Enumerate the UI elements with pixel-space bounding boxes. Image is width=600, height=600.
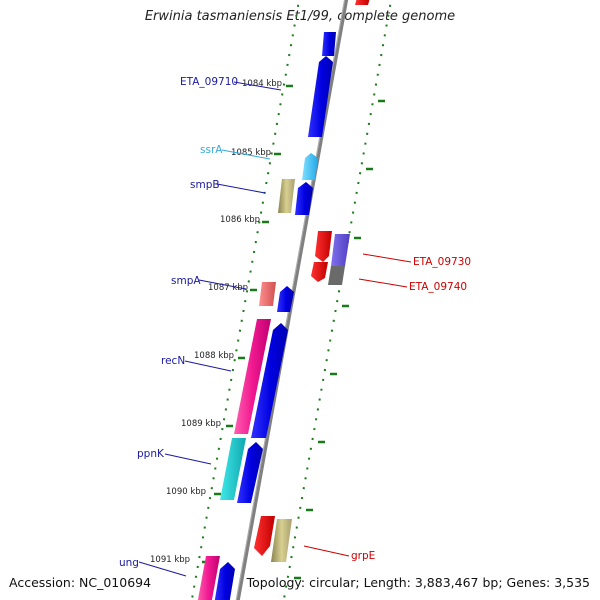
gene-arrow-eta09730-lower — [311, 262, 328, 282]
gene-arrow-smpa — [277, 286, 294, 312]
gene-label-smpa[interactable]: smpA — [171, 275, 201, 287]
gene-arrow-smpb-partner — [278, 179, 295, 213]
map-title: Erwinia tasmaniensis Et1/99, complete ge… — [144, 9, 456, 24]
scale-label: 1088 kbp — [194, 351, 234, 361]
gene-label-recn[interactable]: recN — [161, 355, 185, 367]
gene-arrow-grpe-partner — [271, 519, 292, 562]
accession-text: Accession: NC_010694 — [9, 575, 152, 590]
gene-arrow-recn-blue — [251, 323, 288, 438]
scale-ticks — [202, 84, 293, 564]
scale-label: 1090 kbp — [166, 487, 206, 497]
scale-label: 1091 kbp — [150, 555, 190, 565]
gene-arrow-grpe — [254, 516, 275, 556]
gene-arrow-eta09710 — [308, 56, 333, 137]
scale-label: 1089 kbp — [181, 419, 221, 429]
scale-label: 1084 kbp — [242, 79, 282, 89]
gene-arrow-ppnk-blue — [237, 442, 263, 503]
label-leaders — [138, 81, 412, 577]
gene-arrow-eta09740-lower — [328, 266, 345, 285]
scale-label: 1085 kbp — [231, 148, 271, 158]
reverse-genes — [254, 0, 370, 562]
gene-arrow-top — [322, 32, 336, 56]
scale-label: 1086 kbp — [220, 215, 260, 225]
gene-label-ung[interactable]: ung — [119, 557, 139, 569]
gene-arrow-top-reverse — [355, 0, 370, 5]
gene-label-ssra[interactable]: ssrA — [200, 144, 223, 156]
gene-arrow-ung — [197, 556, 220, 600]
gene-arrow-recn — [234, 319, 271, 434]
forward-genes — [197, 32, 336, 600]
reverse-ticks — [294, 99, 385, 580]
gene-label-eta09730[interactable]: ETA_09730 — [413, 256, 471, 268]
gene-arrow-smpa-partner — [259, 282, 276, 306]
reverse-track-line — [282, 0, 393, 600]
gene-arrow-smpb — [295, 182, 313, 215]
gene-arrow-eta09730 — [315, 231, 332, 262]
scale-label: 1087 kbp — [208, 283, 248, 293]
topology-text: Topology: circular; Length: 3,883,467 bp… — [246, 575, 590, 590]
gene-arrow-ppnk — [220, 438, 246, 500]
gene-label-eta09740[interactable]: ETA_09740 — [409, 281, 467, 293]
gene-arrow-eta09740 — [331, 234, 350, 266]
gene-arrow-ssra — [302, 153, 318, 180]
scale-track-line — [190, 0, 301, 600]
gene-label-smpb[interactable]: smpB — [190, 179, 220, 191]
gene-label-grpe[interactable]: grpE — [351, 550, 375, 562]
gene-label-eta09710[interactable]: ETA_09710 — [180, 76, 238, 88]
gene-arrow-ung-blue — [214, 562, 235, 600]
gene-label-ppnk[interactable]: ppnK — [137, 448, 165, 460]
